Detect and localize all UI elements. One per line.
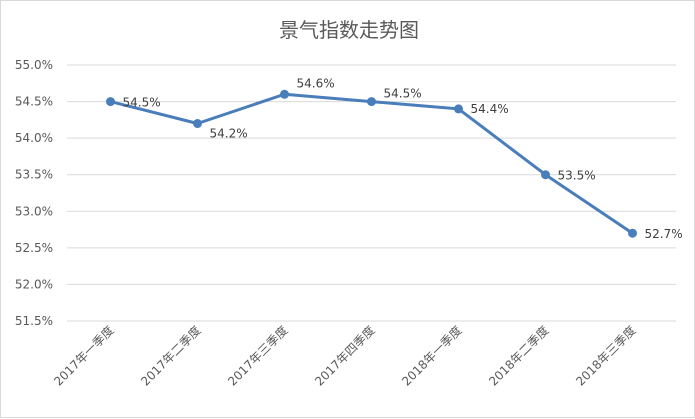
y-tick-label: 54.0% [15, 131, 53, 145]
data-point [280, 89, 289, 99]
data-point [367, 97, 376, 107]
data-point [193, 119, 202, 129]
y-tick-label: 52.5% [15, 241, 53, 255]
data-label: 54.2% [210, 127, 248, 141]
data-point [454, 104, 463, 114]
x-tick-label: 2018年三季度 [572, 323, 638, 389]
y-tick-label: 52.0% [15, 277, 53, 291]
data-label: 52.7% [645, 227, 683, 241]
x-tick-label: 2018年二季度 [485, 323, 551, 389]
data-label: 54.4% [471, 102, 509, 116]
x-tick-label: 2017年二季度 [137, 323, 203, 389]
data-labels: 54.5% 54.2% 54.6% 54.5% 54.4% 53.5% 52.7% [123, 76, 683, 241]
data-label: 54.5% [123, 96, 161, 110]
data-label: 53.5% [558, 169, 596, 183]
y-tick-label: 53.5% [15, 168, 53, 182]
data-point [106, 97, 115, 107]
x-tick-label: 2017年四季度 [311, 323, 377, 389]
data-points [106, 89, 637, 238]
x-tick-label: 2018年一季度 [398, 323, 464, 389]
y-tick-label: 55.0% [15, 58, 53, 72]
y-axis-tick-labels: 55.0% 54.5% 54.0% 53.5% 53.0% 52.5% 52.0% 51.5% [15, 58, 53, 328]
gridlines [67, 64, 676, 322]
data-point [628, 228, 637, 238]
y-tick-label: 53.0% [15, 204, 53, 218]
x-tick-label: 2017年三季度 [224, 323, 290, 389]
series-line-group [109, 92, 634, 235]
data-label: 54.5% [384, 87, 422, 101]
y-tick-label: 54.5% [15, 95, 53, 109]
y-tick-label: 51.5% [15, 314, 53, 328]
series-line [109, 92, 634, 235]
x-tick-label: 2017年一季度 [50, 323, 116, 389]
chart-title: 景气指数走势图 [279, 18, 419, 42]
x-axis-tick-labels: 2017年一季度 2017年二季度 2017年三季度 2017年四季度 2018年一季度… [50, 323, 638, 389]
data-label: 54.6% [297, 76, 335, 90]
data-point [541, 170, 550, 180]
